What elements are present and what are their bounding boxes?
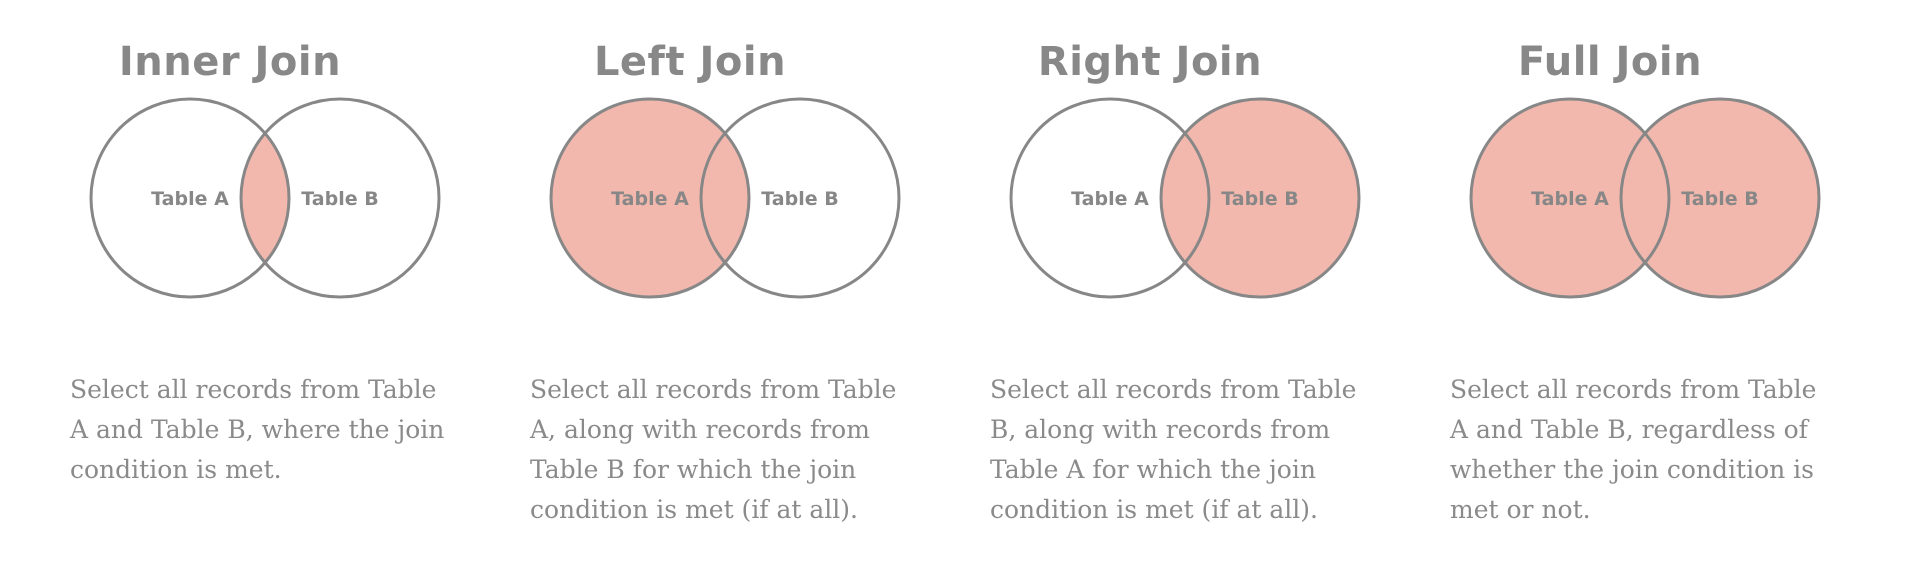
- table-b-label: Table B: [301, 188, 378, 210]
- right-join-description: Select all records from Table B, along w…: [990, 375, 1357, 524]
- table-b-label: Table B: [1221, 188, 1298, 210]
- inner-join-panel: Inner Join Table A Table B Select all re…: [0, 0, 460, 580]
- table-b-circle: [239, 97, 441, 299]
- table-a-circle: [1469, 97, 1671, 299]
- table-a-label: Table A: [1071, 188, 1149, 210]
- full-join-description: Select all records from Table A and Tabl…: [1450, 375, 1817, 524]
- table-b-label: Table B: [761, 188, 838, 210]
- inner-join-venn-diagram: Table A Table B: [89, 97, 441, 299]
- table-a-circle: [89, 97, 291, 299]
- table-a-label: Table A: [1531, 188, 1609, 210]
- left-join-panel: Left Join Table A Table B Select all rec…: [460, 0, 920, 580]
- table-b-circle: [1159, 97, 1361, 299]
- table-b-label: Table B: [1681, 188, 1758, 210]
- table-a-circle: [549, 97, 751, 299]
- table-a-circle: [1009, 97, 1211, 299]
- table-b-region: [1161, 99, 1359, 297]
- right-join-venn-diagram: Table A Table B: [1009, 97, 1361, 299]
- inner-join-description: Select all records from Table A and Tabl…: [70, 375, 445, 484]
- left-join-venn-diagram: Table A Table B: [549, 97, 901, 299]
- table-b-region: [1621, 99, 1819, 297]
- right-join-panel: Right Join Table A Table B Select all re…: [920, 0, 1380, 580]
- full-join-title: Full Join: [1517, 39, 1703, 85]
- table-a-label: Table A: [151, 188, 229, 210]
- right-join-title: Right Join: [1037, 39, 1263, 85]
- table-a-region: [551, 99, 749, 297]
- table-a-region: [1471, 99, 1669, 297]
- table-b-circle: [1619, 97, 1821, 299]
- full-join-panel: Full Join Table A Table B Select all rec…: [1380, 0, 1840, 580]
- table-a-label: Table A: [611, 188, 689, 210]
- inner-join-title: Inner Join: [118, 39, 342, 85]
- full-join-venn-diagram: Table A Table B: [1469, 97, 1821, 299]
- left-join-title: Left Join: [593, 39, 787, 85]
- table-b-circle: [699, 97, 901, 299]
- left-join-description: Select all records from Table A, along w…: [530, 375, 897, 524]
